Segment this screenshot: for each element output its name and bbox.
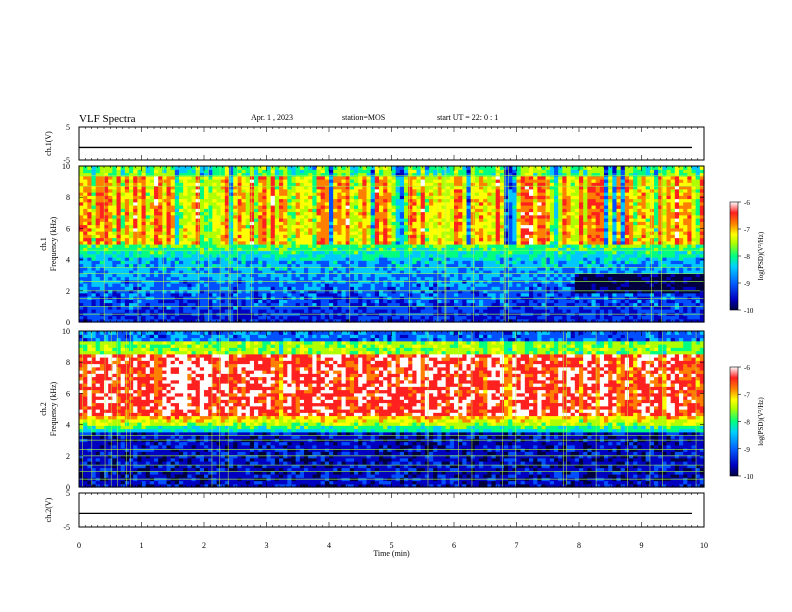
start-ut-label: start UT = 22: 0 : 1 (437, 113, 499, 122)
x-axis-label: Time (min) (373, 549, 410, 558)
colorbar-tick-label: -10 (744, 473, 754, 481)
y-tick-label: 0 (66, 318, 70, 327)
colorbar (729, 366, 739, 477)
y-tick-label: 5 (66, 123, 70, 132)
y-axis-label: ch.2(V) (44, 497, 53, 522)
y-axis-label: ch.1(V) (44, 131, 53, 156)
y-tick-label: 6 (66, 224, 70, 233)
y-tick-label: 2 (66, 287, 70, 296)
colorbar-label: log(PSD)(V²/Hz) (757, 397, 765, 446)
panel-frame-ch2_voltage (78, 492, 705, 528)
colorbar-tick-label: -8 (744, 253, 750, 261)
y-tick-label: 2 (66, 452, 70, 461)
y-tick-label: 10 (62, 327, 70, 336)
colorbar-label: log(PSD)(V²/Hz) (757, 231, 765, 280)
x-tick-label: 2 (202, 541, 206, 550)
colorbar-tick-label: -8 (744, 419, 750, 427)
y-tick-label: -5 (63, 523, 70, 532)
y-axis-label: ch.1 (39, 237, 48, 251)
y-tick-label: 10 (62, 162, 70, 171)
figure-title: VLF Spectra (79, 113, 136, 125)
x-tick-label: 4 (327, 541, 331, 550)
y-tick-label: 4 (66, 421, 70, 430)
y-tick-label: 8 (66, 193, 70, 202)
x-tick-label: 6 (452, 541, 456, 550)
y-axis-label: ch.2 (39, 402, 48, 416)
x-tick-label: 1 (140, 541, 144, 550)
colorbar-tick-label: -6 (744, 199, 750, 207)
colorbar-tick-label: -9 (744, 446, 750, 454)
colorbar-tick-label: -6 (744, 364, 750, 372)
x-tick-label: 3 (265, 541, 269, 550)
x-tick-label: 7 (515, 541, 519, 550)
y-axis-label: Frequency (kHz) (49, 381, 58, 436)
x-tick-label: 0 (77, 541, 81, 550)
y-tick-label: 0 (66, 483, 70, 492)
y-tick-label: -5 (63, 156, 70, 165)
x-tick-label: 10 (700, 541, 708, 550)
y-tick-label: 6 (66, 389, 70, 398)
y-tick-label: 5 (66, 489, 70, 498)
colorbar (729, 201, 739, 311)
date-label: Apr. 1 , 2023 (251, 113, 293, 122)
x-tick-label: 8 (577, 541, 581, 550)
colorbar-tick-label: -7 (744, 391, 750, 399)
colorbar-tick-label: -10 (744, 307, 754, 315)
station-label: station=MOS (342, 113, 386, 122)
x-tick-label: 5 (390, 541, 394, 550)
colorbar-tick-label: -7 (744, 226, 750, 234)
y-tick-label: 4 (66, 256, 70, 265)
colorbar-tick-label: -9 (744, 280, 750, 288)
y-tick-label: 8 (66, 358, 70, 367)
x-tick-label: 9 (640, 541, 644, 550)
spectrogram-ch2_spectrogram (79, 331, 705, 488)
spectrogram-ch1_spectrogram (79, 166, 705, 323)
y-axis-label: Frequency (kHz) (49, 216, 58, 271)
